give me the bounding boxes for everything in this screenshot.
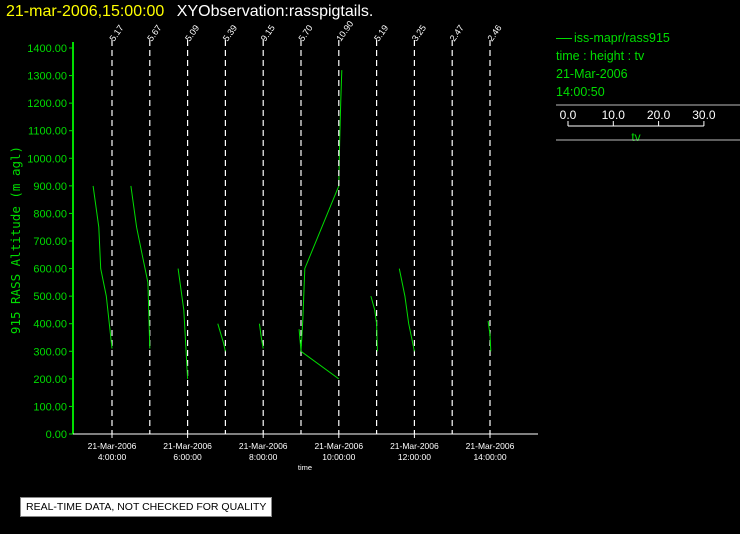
x-axis-label: time [298, 463, 312, 472]
y-axis-label: 915 RASS Altitude (m agl) [8, 146, 23, 334]
profile-label: 3.25 [410, 23, 428, 43]
y-tick-label: 100.00 [33, 401, 67, 413]
legend: iss-mapr/rass915 time : height : tv 21-M… [556, 29, 740, 101]
y-tick-label: 300.00 [33, 346, 67, 358]
profile-label: 5.17 [107, 23, 125, 43]
profile-data-line [370, 295, 378, 352]
y-tick-label: 400.00 [33, 319, 67, 331]
profile-data-line [300, 350, 340, 380]
x-tick-time: 12:00:00 [398, 452, 431, 462]
y-tick-label: 1100.00 [28, 126, 67, 138]
x-tick-date: 21-Mar-2006 [390, 441, 439, 451]
y-tick-label: 0.00 [46, 429, 67, 441]
profile-label: 10.90 [334, 19, 355, 43]
profile-data-line [130, 185, 151, 349]
profile-label: 5.09 [183, 23, 201, 43]
color-scale: 0.0 10.0 20.0 30.0 tv [556, 104, 740, 144]
legend-line-symbol [556, 38, 572, 40]
x-tick-date: 21-Mar-2006 [88, 441, 137, 451]
y-tick-label: 1400.00 [27, 43, 67, 55]
profile-data-line [398, 268, 415, 352]
legend-description: time : height : tv [556, 49, 645, 63]
header-timestamp: 21-mar-2006,15:00:00 [6, 3, 165, 20]
y-tick-label: 1300.00 [27, 71, 67, 83]
profile-label: 2.46 [485, 23, 503, 43]
chart-header: 21-mar-2006,15:00:00 XYObservation:rassp… [6, 3, 373, 21]
x-tick-time: 14:00:00 [473, 452, 506, 462]
legend-date: 21-Mar-2006 [556, 67, 628, 81]
profile-data-line [217, 323, 226, 352]
profile-label: 5.19 [372, 23, 390, 43]
profile-data-line [298, 70, 343, 352]
y-tick-label: 1000.00 [27, 153, 67, 165]
x-tick-time: 8:00:00 [249, 452, 278, 462]
header-observation: XYObservation:rasspigtails. [176, 3, 374, 20]
profile-data-line [177, 268, 189, 379]
legend-series: iss-mapr/rass915 [556, 29, 740, 47]
profile-label: 9.15 [259, 23, 277, 43]
y-tick-label: 1200.00 [27, 98, 67, 110]
x-tick-date: 21-Mar-2006 [314, 441, 363, 451]
scale-tick-label: 10.0 [602, 108, 626, 122]
x-tick-time: 4:00:00 [98, 452, 127, 462]
legend-series-name: iss-mapr/rass915 [574, 31, 670, 45]
profile-data-line [92, 185, 113, 349]
y-tick-label: 200.00 [33, 374, 67, 386]
y-tick-label: 900.00 [33, 181, 67, 193]
x-tick-date: 21-Mar-2006 [466, 441, 515, 451]
scale-tick-label: 20.0 [647, 108, 671, 122]
profile-label: 5.70 [296, 23, 314, 43]
scale-label: tv [631, 130, 640, 144]
x-tick-date: 21-Mar-2006 [239, 441, 288, 451]
profile-data-line [258, 323, 264, 349]
quality-disclaimer: REAL-TIME DATA, NOT CHECKED FOR QUALITY [20, 497, 273, 517]
profile-label: 5.39 [221, 23, 239, 43]
x-tick-time: 6:00:00 [173, 452, 202, 462]
y-tick-label: 500.00 [33, 291, 67, 303]
profile-label: 2.47 [448, 23, 466, 43]
plot-area: 0.00 100.00 200.00 300.00 400.00 500.00 600.00… [8, 19, 538, 472]
y-tick-label: 700.00 [33, 236, 67, 248]
profile-data-line [487, 320, 492, 352]
y-tick-label: 800.00 [33, 208, 67, 220]
x-tick-time: 10:00:00 [322, 452, 355, 462]
legend-time: 14:00:50 [556, 85, 605, 99]
y-tick-label: 600.00 [33, 264, 67, 276]
profile-label: 5.67 [145, 23, 163, 43]
x-tick-date: 21-Mar-2006 [163, 441, 212, 451]
scale-tick-label: 30.0 [692, 108, 716, 122]
scale-tick-label: 0.0 [560, 108, 577, 122]
